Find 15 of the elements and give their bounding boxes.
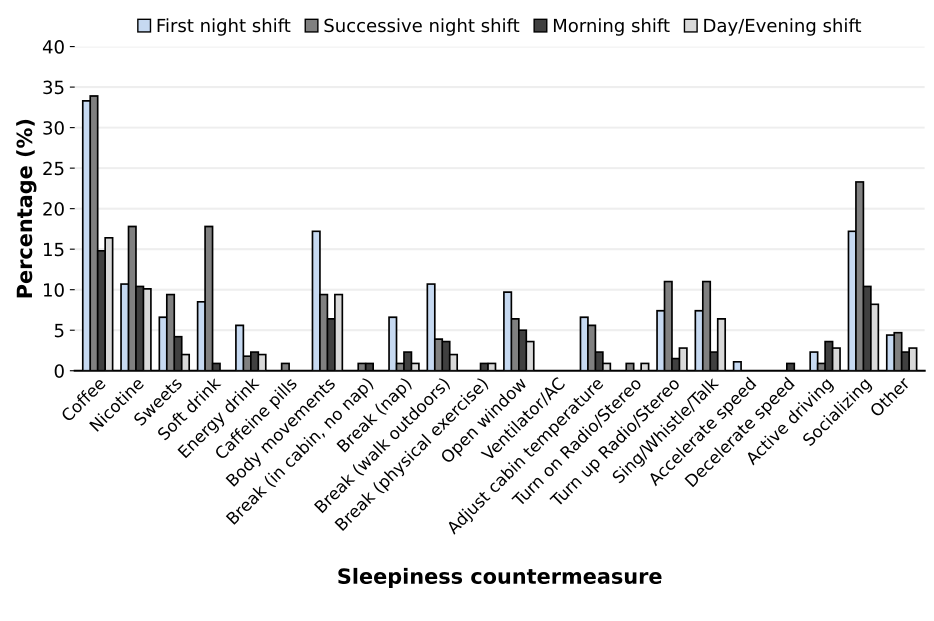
y-tick-label: 10 — [44, 283, 64, 297]
legend-label: First night shift — [158, 18, 290, 36]
y-tick-label: 25 — [43, 162, 64, 176]
y-tick-label: 35 — [43, 80, 64, 94]
legend-label: Successive night shift — [324, 18, 520, 36]
x-axis-title: Sleepiness countermeasure — [338, 568, 662, 588]
legend-label: Morning shift — [554, 18, 670, 36]
y-tick-label: 20 — [43, 202, 64, 216]
legend-label: Day/Evening shift — [704, 18, 862, 36]
y-tick-label: 40 — [42, 40, 64, 54]
y-tick-label: 5 — [54, 324, 64, 338]
y-tick-label: 30 — [43, 121, 64, 135]
y-axis-title: Percentage (%) — [16, 120, 36, 298]
y-tick-label: 15 — [44, 242, 64, 256]
y-tick-label: 0 — [54, 364, 64, 378]
